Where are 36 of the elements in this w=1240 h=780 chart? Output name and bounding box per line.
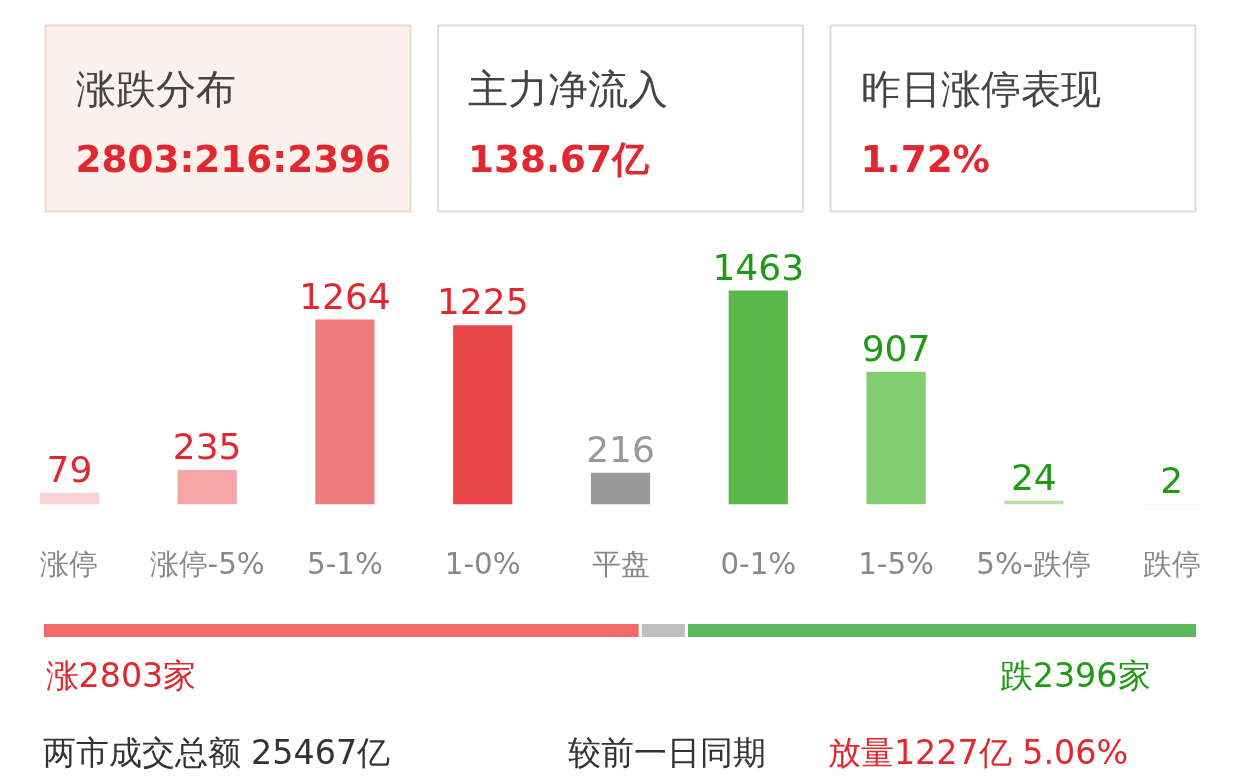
data-label: 2 bbox=[1160, 460, 1184, 502]
text: 放量1227亿 5.06% bbox=[827, 733, 1129, 772]
data-label: 24 bbox=[1010, 457, 1057, 499]
bar bbox=[177, 469, 237, 505]
bar bbox=[453, 325, 513, 505]
x-tick-label: 0-1% bbox=[720, 546, 797, 581]
x-tick-label: 平盘 bbox=[591, 546, 650, 581]
x-tick-label: 5-1% bbox=[307, 546, 383, 581]
x-tick-label: 涨停 bbox=[40, 546, 99, 581]
bar bbox=[39, 492, 100, 505]
text: 较前一日同期 bbox=[568, 733, 767, 772]
data-label: 1264 bbox=[299, 275, 391, 317]
data-label: 907 bbox=[861, 327, 931, 369]
bar bbox=[728, 290, 788, 505]
data-label: 1225 bbox=[436, 281, 529, 323]
text: 涨跌分布 bbox=[75, 65, 236, 112]
data-label: 79 bbox=[46, 449, 93, 491]
x-tick-label: 1-0% bbox=[444, 546, 521, 581]
x-tick-label: 跌停 bbox=[1142, 546, 1201, 581]
text: 涨2803家 bbox=[45, 656, 197, 695]
data-label: 216 bbox=[586, 428, 655, 470]
bar bbox=[315, 319, 375, 505]
text: 138.67亿 bbox=[468, 136, 651, 181]
text: 昨日涨停表现 bbox=[860, 65, 1101, 112]
text: 主力净流入 bbox=[468, 65, 668, 112]
data-label: 235 bbox=[172, 426, 242, 468]
bar bbox=[866, 371, 926, 505]
x-tick-label: 5%-跌停 bbox=[976, 546, 1092, 581]
data-label: 1463 bbox=[712, 246, 805, 288]
text: 1.72% bbox=[860, 136, 991, 181]
text: 两市成交总额 25467亿 bbox=[42, 733, 391, 772]
x-tick-label: 涨停-5% bbox=[149, 546, 265, 581]
text: 2803:216:2396 bbox=[75, 136, 392, 181]
text: 跌2396家 bbox=[999, 656, 1151, 695]
x-tick-label: 1-5% bbox=[858, 546, 934, 581]
bar bbox=[590, 472, 651, 505]
